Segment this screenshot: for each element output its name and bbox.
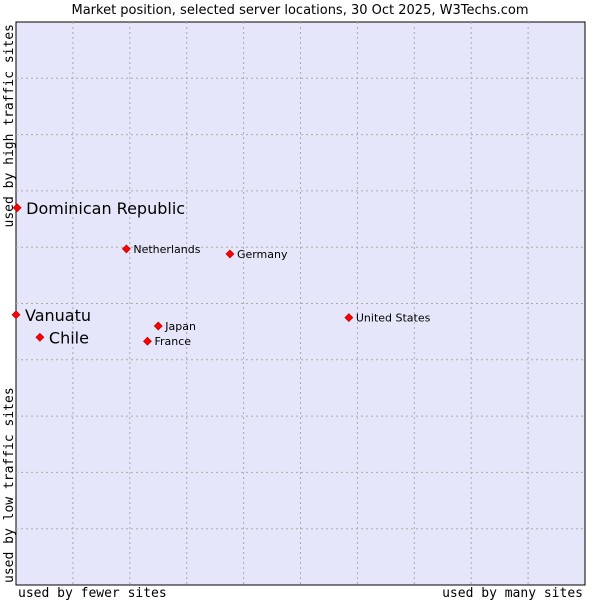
data-point-united-states: United States <box>344 312 431 325</box>
point-marker <box>143 336 152 346</box>
point-label: Chile <box>49 328 89 347</box>
data-point-chile: Chile <box>35 328 89 347</box>
y-axis-label-top: used by high traffic sites <box>2 24 17 228</box>
data-point-dominican-republic: Dominican Republic <box>12 199 185 218</box>
point-marker <box>11 310 21 320</box>
point-marker <box>153 321 163 331</box>
data-point-germany: Germany <box>225 248 288 261</box>
point-label: Germany <box>237 248 288 261</box>
point-label: Dominican Republic <box>26 199 185 218</box>
data-point-france: France <box>143 335 191 348</box>
point-label: Vanuatu <box>25 306 91 325</box>
point-label: United States <box>356 312 431 325</box>
data-point-japan: Japan <box>153 320 196 333</box>
y-axis-label-bottom: used by low traffic sites <box>2 387 17 583</box>
point-marker <box>12 203 22 213</box>
point-marker <box>225 249 235 259</box>
data-point-vanuatu: Vanuatu <box>11 306 91 325</box>
x-axis-label-left: used by fewer sites <box>18 586 167 600</box>
point-label: Netherlands <box>133 243 200 256</box>
point-label: France <box>154 335 191 348</box>
data-points: Dominican Republic Netherlands Germany Vanu… <box>11 199 431 348</box>
data-point-netherlands: Netherlands <box>121 243 201 256</box>
point-marker <box>344 313 354 322</box>
grid-lines <box>16 22 585 585</box>
point-label: Japan <box>164 320 196 333</box>
point-marker <box>121 244 131 254</box>
point-marker <box>35 332 45 342</box>
chart-title: Market position, selected server locatio… <box>71 3 528 18</box>
x-axis-label-right: used by many sites <box>442 586 583 600</box>
